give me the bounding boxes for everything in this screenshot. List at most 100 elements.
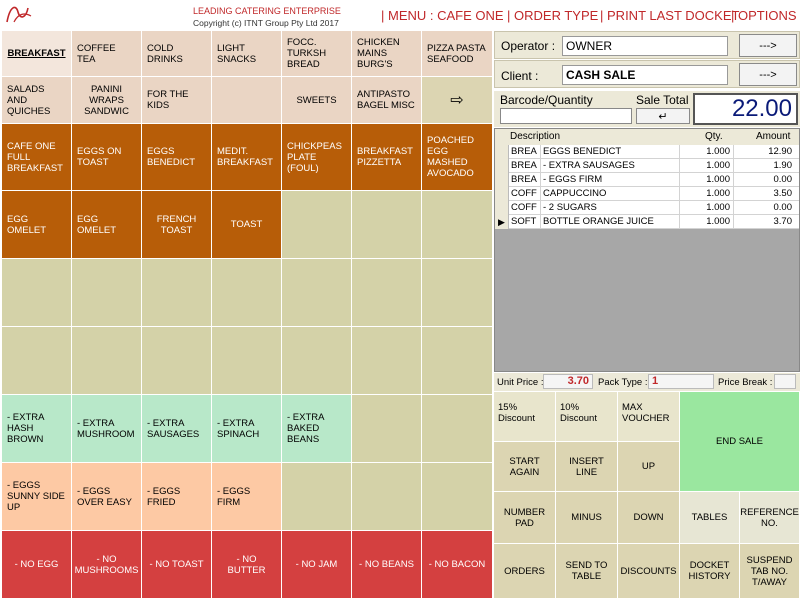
empty-slot[interactable] [72,259,142,327]
modifier-no-jam[interactable]: - NO JAM [282,531,352,599]
docket-history-button[interactable]: DOCKET HISTORY [680,544,740,599]
item-egg-omelet-2[interactable]: EGG OMELET [72,191,142,259]
modifier-eggs-over-easy[interactable]: - EGGS OVER EASY [72,463,142,531]
category-for-the-kids[interactable]: FOR THE KIDS [142,77,212,124]
nav-options[interactable]: | OPTIONS [731,8,797,23]
up-button[interactable]: UP [618,442,680,492]
table-row[interactable]: BREA - EXTRA SAUSAGES 1.000 1.90 [495,159,799,173]
modifier-no-butter[interactable]: - NO BUTTER [212,531,282,599]
table-row[interactable]: BREA - EGGS FIRM 1.000 0.00 [495,173,799,187]
end-sale-button[interactable]: END SALE [680,392,800,492]
modifier-no-mushrooms[interactable]: - NO MUSHROOMS [72,531,142,599]
empty-slot[interactable] [422,191,493,259]
modifier-extra-baked-beans[interactable]: - EXTRA BAKED BEANS [282,395,352,463]
empty-slot[interactable] [282,463,352,531]
modifier-no-bacon[interactable]: - NO BACON [422,531,493,599]
tables-button[interactable]: TABLES [680,492,740,544]
table-row[interactable]: ▶ SOFT BOTTLE ORANGE JUICE 1.000 3.70 [495,215,799,229]
item-eggs-on-toast[interactable]: EGGS ON TOAST [72,124,142,191]
category-focc-turksh-bread[interactable]: FOCC. TURKSH BREAD [282,31,352,77]
category-cold-drinks[interactable]: COLD DRINKS [142,31,212,77]
empty-slot[interactable] [352,395,422,463]
unit-price-value: 3.70 [543,374,593,389]
category-panini[interactable]: PANINI WRAPS SANDWIC [72,77,142,124]
modifier-no-toast[interactable]: - NO TOAST [142,531,212,599]
empty-slot[interactable] [282,191,352,259]
empty-slot[interactable] [352,259,422,327]
item-eggs-benedict[interactable]: EGGS BENEDICT [142,124,212,191]
empty-slot[interactable] [282,259,352,327]
category-coffee-tea[interactable]: COFFEE TEA [72,31,142,77]
empty-slot[interactable] [2,327,72,395]
empty-slot[interactable] [142,259,212,327]
category-sweets[interactable]: SWEETS [282,77,352,124]
category-blank[interactable] [212,77,282,124]
category-light-snacks[interactable]: LIGHT SNACKS [212,31,282,77]
item-medit-breakfast[interactable]: MEDIT. BREAKFAST [212,124,282,191]
category-pizza-pasta[interactable]: PIZZA PASTA SEAFOOD [422,31,493,77]
modifier-eggs-firm[interactable]: - EGGS FIRM [212,463,282,531]
nav-print-last-docket[interactable]: | PRINT LAST DOCKET [600,8,740,23]
operator-field[interactable]: OWNER [562,36,728,56]
item-french-toast[interactable]: FRENCH TOAST [142,191,212,259]
table-row[interactable]: BREA EGGS BENEDICT 1.000 12.90 [495,145,799,159]
category-chicken-mains[interactable]: CHICKEN MAINS BURG'S [352,31,422,77]
max-voucher-button[interactable]: MAX VOUCHER [618,392,680,442]
price-info-bar: Unit Price : 3.70 Pack Type : 1 Price Br… [494,373,800,391]
empty-slot[interactable] [352,327,422,395]
discount-10-button[interactable]: 10% Discount [556,392,618,442]
empty-slot[interactable] [2,259,72,327]
orders-button[interactable]: ORDERS [494,544,556,599]
item-breakfast-pizzetta[interactable]: BREAKFAST PIZZETTA [352,124,422,191]
modifier-no-beans[interactable]: - NO BEANS [352,531,422,599]
empty-slot[interactable] [352,191,422,259]
modifier-eggs-sunny-side-up[interactable]: - EGGS SUNNY SIDE UP [2,463,72,531]
discount-15-button[interactable]: 15% Discount [494,392,556,442]
category-antipasto[interactable]: ANTIPASTO BAGEL MISC [352,77,422,124]
modifier-no-egg[interactable]: - NO EGG [2,531,72,599]
item-poached-egg-avocado[interactable]: POACHED EGG MASHED AVOCADO [422,124,493,191]
item-cafe-one-full-breakfast[interactable]: CAFE ONE FULL BREAKFAST [2,124,72,191]
operator-select-arrow-icon[interactable]: ---> [739,34,797,57]
category-breakfast[interactable]: BREAKFAST [2,31,72,77]
client-select-arrow-icon[interactable]: ---> [739,63,797,86]
modifier-extra-spinach[interactable]: - EXTRA SPINACH [212,395,282,463]
nav-menu-cafe[interactable]: | MENU : CAFE ONE [381,8,504,23]
category-salads[interactable]: SALADS AND QUICHES [2,77,72,124]
start-again-button[interactable]: START AGAIN [494,442,556,492]
row-amount: 3.50 [733,187,795,201]
number-pad-button[interactable]: NUMBER PAD [494,492,556,544]
down-button[interactable]: DOWN [618,492,680,544]
empty-slot[interactable] [422,395,493,463]
item-egg-omelet[interactable]: EGG OMELET [2,191,72,259]
item-chickpeas-plate[interactable]: CHICKPEAS PLATE (FOUL) [282,124,352,191]
modifier-extra-mushroom[interactable]: - EXTRA MUSHROOM [72,395,142,463]
modifier-extra-sausages[interactable]: - EXTRA SAUSAGES [142,395,212,463]
table-row[interactable]: COFF CAPPUCCINO 1.000 3.50 [495,187,799,201]
send-to-table-button[interactable]: SEND TO TABLE [556,544,618,599]
insert-line-button[interactable]: INSERT LINE [556,442,618,492]
modifier-extra-hash-brown[interactable]: - EXTRA HASH BROWN [2,395,72,463]
table-row[interactable]: COFF - 2 SUGARS 1.000 0.00 [495,201,799,215]
discounts-button[interactable]: DISCOUNTS [618,544,680,599]
next-categories-arrow-icon[interactable]: ⇨ [422,77,493,124]
empty-slot[interactable] [212,259,282,327]
barcode-input[interactable] [500,108,632,124]
item-toast[interactable]: TOAST [212,191,282,259]
empty-slot[interactable] [212,327,282,395]
empty-slot[interactable] [72,327,142,395]
empty-slot[interactable] [352,463,422,531]
empty-slot[interactable] [422,327,493,395]
enter-icon[interactable]: ↵ [636,108,690,124]
empty-slot[interactable] [282,327,352,395]
minus-button[interactable]: MINUS [556,492,618,544]
empty-slot[interactable] [142,327,212,395]
row-amount: 0.00 [733,173,795,187]
nav-order-type[interactable]: | ORDER TYPE [507,8,599,23]
empty-slot[interactable] [422,463,493,531]
reference-no-button[interactable]: REFERENCE NO. [740,492,800,544]
client-field[interactable]: CASH SALE [562,65,728,85]
modifier-eggs-fried[interactable]: - EGGS FRIED [142,463,212,531]
empty-slot[interactable] [422,259,493,327]
suspend-tab-button[interactable]: SUSPEND TAB No. T/AWAY [740,544,800,599]
